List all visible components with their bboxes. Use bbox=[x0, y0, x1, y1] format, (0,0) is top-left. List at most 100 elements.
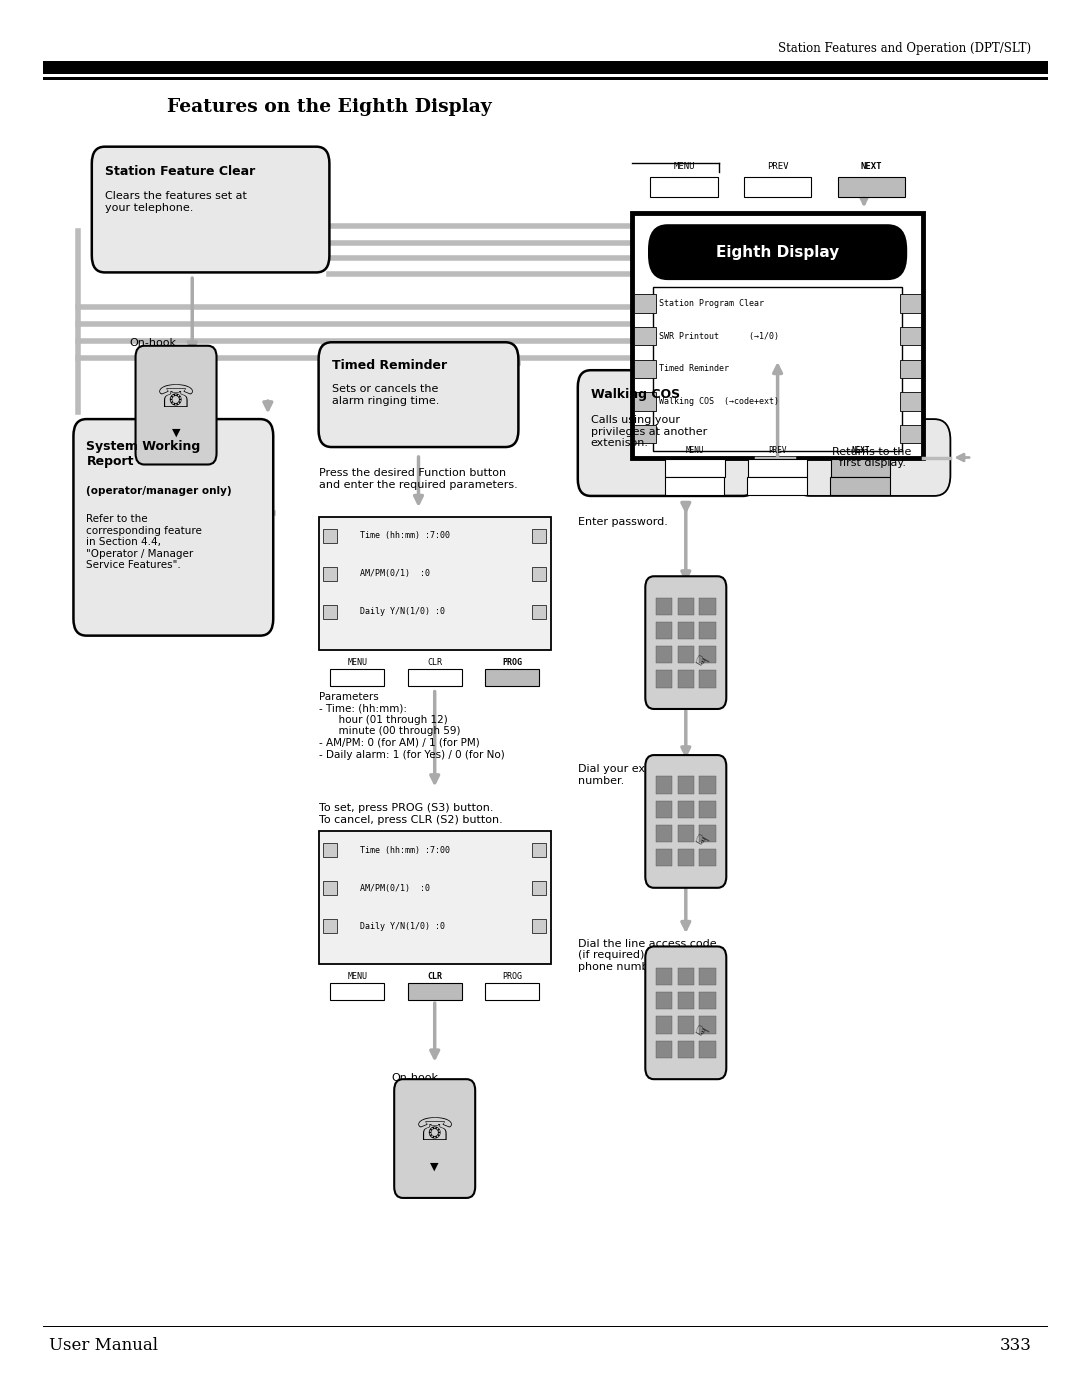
Text: Dial the line access code
(if required) and
phone number.: Dial the line access code (if required) … bbox=[578, 939, 716, 972]
FancyBboxPatch shape bbox=[837, 177, 905, 197]
Text: NEXT: NEXT bbox=[851, 446, 869, 455]
FancyBboxPatch shape bbox=[665, 458, 725, 478]
FancyBboxPatch shape bbox=[700, 1016, 716, 1034]
FancyBboxPatch shape bbox=[657, 671, 672, 687]
Text: Features on the Eighth Display: Features on the Eighth Display bbox=[167, 98, 492, 116]
FancyBboxPatch shape bbox=[700, 671, 716, 687]
Text: On-hook.: On-hook. bbox=[130, 338, 180, 348]
Text: 333: 333 bbox=[999, 1337, 1031, 1354]
FancyBboxPatch shape bbox=[657, 645, 672, 664]
FancyBboxPatch shape bbox=[532, 919, 546, 933]
Text: MENU: MENU bbox=[673, 162, 694, 170]
FancyBboxPatch shape bbox=[700, 849, 716, 866]
FancyBboxPatch shape bbox=[700, 800, 716, 819]
FancyBboxPatch shape bbox=[323, 844, 337, 858]
FancyBboxPatch shape bbox=[657, 968, 672, 985]
FancyBboxPatch shape bbox=[653, 288, 902, 450]
Text: Walking COS: Walking COS bbox=[591, 388, 680, 401]
FancyBboxPatch shape bbox=[646, 947, 726, 1078]
Text: ☏: ☏ bbox=[416, 1118, 454, 1146]
Text: PREV: PREV bbox=[768, 446, 787, 455]
Text: ☞: ☞ bbox=[689, 1021, 712, 1044]
Text: Walking COS  (→code+ext): Walking COS (→code+ext) bbox=[659, 397, 779, 407]
FancyBboxPatch shape bbox=[700, 645, 716, 664]
Text: CLR: CLR bbox=[428, 972, 442, 981]
FancyBboxPatch shape bbox=[700, 622, 716, 640]
Text: Calls using your
privileges at another
extenison.: Calls using your privileges at another e… bbox=[591, 415, 707, 448]
FancyBboxPatch shape bbox=[634, 295, 656, 313]
Text: Press the desired Function button
and enter the required parameters.: Press the desired Function button and en… bbox=[319, 468, 517, 489]
FancyBboxPatch shape bbox=[678, 671, 694, 687]
FancyBboxPatch shape bbox=[678, 645, 694, 664]
FancyBboxPatch shape bbox=[346, 870, 524, 904]
FancyBboxPatch shape bbox=[632, 214, 923, 458]
FancyBboxPatch shape bbox=[43, 77, 1048, 80]
Text: Eighth Display: Eighth Display bbox=[716, 244, 839, 260]
FancyBboxPatch shape bbox=[323, 919, 337, 933]
Text: Dial your extension
number.: Dial your extension number. bbox=[578, 764, 686, 785]
FancyBboxPatch shape bbox=[678, 1041, 694, 1058]
FancyBboxPatch shape bbox=[319, 517, 551, 650]
Text: CLR: CLR bbox=[428, 658, 442, 666]
Text: MENU: MENU bbox=[686, 446, 704, 455]
FancyBboxPatch shape bbox=[700, 992, 716, 1009]
FancyBboxPatch shape bbox=[319, 342, 518, 447]
FancyBboxPatch shape bbox=[657, 622, 672, 640]
Text: Sets or cancels the
alarm ringing time.: Sets or cancels the alarm ringing time. bbox=[332, 384, 438, 405]
FancyBboxPatch shape bbox=[634, 327, 656, 345]
Text: MENU: MENU bbox=[348, 658, 367, 666]
Text: System Working
Report: System Working Report bbox=[86, 440, 201, 468]
FancyBboxPatch shape bbox=[700, 598, 716, 615]
Text: Enter password.: Enter password. bbox=[578, 517, 667, 527]
FancyBboxPatch shape bbox=[485, 983, 539, 1000]
Text: ☞: ☞ bbox=[689, 651, 712, 673]
FancyBboxPatch shape bbox=[634, 393, 656, 411]
FancyBboxPatch shape bbox=[678, 800, 694, 819]
FancyBboxPatch shape bbox=[794, 419, 950, 496]
Text: Station Program Clear: Station Program Clear bbox=[659, 299, 764, 307]
FancyBboxPatch shape bbox=[73, 419, 273, 636]
FancyBboxPatch shape bbox=[654, 353, 901, 383]
FancyBboxPatch shape bbox=[346, 556, 524, 590]
FancyBboxPatch shape bbox=[831, 458, 890, 478]
FancyBboxPatch shape bbox=[747, 458, 808, 478]
FancyBboxPatch shape bbox=[646, 754, 726, 888]
FancyBboxPatch shape bbox=[646, 576, 726, 710]
FancyBboxPatch shape bbox=[678, 824, 694, 842]
Text: AM/PM(0/1)  :0: AM/PM(0/1) :0 bbox=[360, 883, 430, 893]
FancyBboxPatch shape bbox=[578, 370, 756, 496]
FancyBboxPatch shape bbox=[532, 882, 546, 895]
Text: SWR Printout      (→1/0): SWR Printout (→1/0) bbox=[659, 331, 779, 341]
FancyBboxPatch shape bbox=[900, 295, 921, 313]
FancyBboxPatch shape bbox=[900, 327, 921, 345]
FancyBboxPatch shape bbox=[678, 968, 694, 985]
FancyBboxPatch shape bbox=[532, 529, 546, 543]
FancyBboxPatch shape bbox=[485, 669, 539, 686]
FancyBboxPatch shape bbox=[92, 147, 329, 272]
FancyBboxPatch shape bbox=[657, 1041, 672, 1058]
FancyBboxPatch shape bbox=[330, 983, 384, 1000]
Text: User Manual: User Manual bbox=[49, 1337, 158, 1354]
FancyBboxPatch shape bbox=[136, 346, 217, 464]
Text: Time (hh:mm) :7:00: Time (hh:mm) :7:00 bbox=[360, 531, 449, 541]
FancyBboxPatch shape bbox=[43, 61, 1048, 74]
FancyBboxPatch shape bbox=[900, 359, 921, 377]
FancyBboxPatch shape bbox=[678, 622, 694, 640]
FancyBboxPatch shape bbox=[330, 669, 384, 686]
FancyBboxPatch shape bbox=[648, 225, 907, 281]
FancyBboxPatch shape bbox=[900, 425, 921, 443]
FancyBboxPatch shape bbox=[900, 393, 921, 411]
FancyBboxPatch shape bbox=[394, 1078, 475, 1199]
FancyBboxPatch shape bbox=[407, 669, 462, 686]
Text: ▼: ▼ bbox=[431, 1161, 438, 1172]
FancyBboxPatch shape bbox=[678, 777, 694, 793]
FancyBboxPatch shape bbox=[678, 598, 694, 615]
Text: ☞: ☞ bbox=[689, 830, 712, 852]
FancyBboxPatch shape bbox=[532, 567, 546, 581]
FancyBboxPatch shape bbox=[654, 289, 901, 317]
FancyBboxPatch shape bbox=[744, 177, 811, 197]
FancyBboxPatch shape bbox=[634, 425, 656, 443]
FancyBboxPatch shape bbox=[700, 777, 716, 793]
FancyBboxPatch shape bbox=[650, 177, 718, 197]
Text: ▼: ▼ bbox=[172, 427, 180, 439]
